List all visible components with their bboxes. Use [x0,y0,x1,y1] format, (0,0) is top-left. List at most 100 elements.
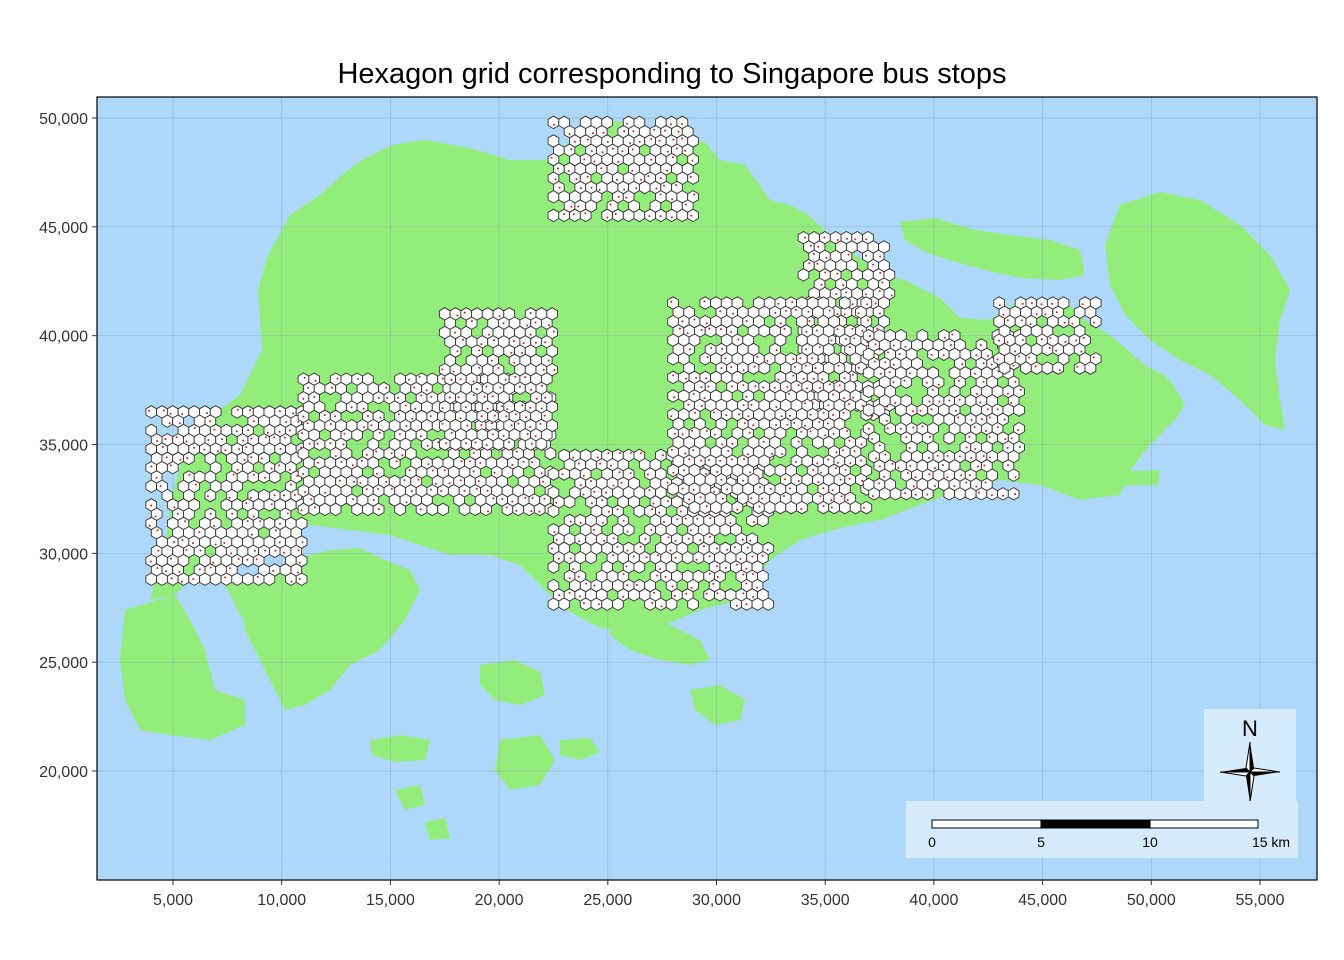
bus-stop-point [149,560,152,563]
bus-stop-point [908,447,911,449]
bus-stop-point [282,551,285,554]
bus-stop-point [974,448,977,450]
x-tick-label: 30,000 [692,892,741,909]
bus-stop-point [672,471,675,474]
bus-stop-point [898,353,901,356]
bus-stop-point [156,567,159,569]
bus-stop-point [282,494,285,497]
bus-stop-point [506,408,509,411]
bus-stop-point [296,571,299,574]
bus-stop-point [632,130,635,133]
bus-stop-point [957,379,960,382]
bus-stop-point [148,409,151,412]
bus-stop-point [705,322,708,325]
hex-cell [362,502,374,517]
bus-stop-point [157,549,160,552]
hex-cell [547,190,560,204]
bus-stop-point [253,549,256,552]
bus-stop-point [990,363,993,366]
bus-stop-point [835,467,837,470]
bus-stop-point [450,378,453,381]
hex-cell [1007,468,1020,482]
bus-stop-point [609,203,612,206]
bus-stop-point [568,577,571,580]
bus-stop-point [1006,392,1009,395]
bus-stop-point [431,469,434,472]
bus-stop-point [651,602,654,604]
hex-cell [601,597,613,611]
bus-stop-point [871,437,874,440]
bus-stop-point [553,369,556,372]
bus-stop-point [510,424,513,427]
bus-stop-point [822,411,825,414]
bus-stop-point [330,386,333,389]
bus-stop-point [472,394,475,397]
bus-stop-point [631,169,634,172]
bus-stop-point [807,310,810,313]
bus-stop-point [411,417,414,420]
bus-stop-point [619,452,622,455]
bus-stop-point [313,506,316,509]
bus-stop-point [656,554,659,557]
hex-cell [1013,403,1025,417]
bus-stop-point [505,415,508,418]
bus-stop-point [681,137,683,140]
bus-stop-point [477,480,480,483]
bus-stop-point [359,482,362,484]
bus-stop-point [1040,338,1043,341]
bus-stop-point [450,431,453,434]
hex-cell [601,208,613,223]
bus-stop-point [843,397,845,400]
hex-cell [145,405,158,419]
bus-stop-point [839,478,842,481]
bus-stop-point [809,244,812,247]
bus-stop-point [249,409,252,412]
hex-cell [579,208,592,223]
bus-stop-point [242,439,245,442]
bus-stop-point [832,432,835,435]
bus-stop-point [691,429,694,432]
bus-stop-point [283,436,286,439]
hex-cell [512,502,525,517]
bus-stop-point [235,430,238,433]
bus-stop-point [302,415,305,418]
bus-stop-point [569,557,572,560]
bus-stop-point [466,424,469,427]
bus-stop-point [777,378,780,381]
x-tick-label: 45,000 [1018,892,1067,909]
bus-stop-point [864,254,867,257]
hex-cell [558,208,571,223]
bus-stop-point [700,405,703,407]
bus-stop-point [1055,311,1058,314]
bus-stop-point [820,471,822,474]
bus-stop-point [673,594,676,597]
bus-stop-point [514,413,517,416]
bus-stop-point [816,262,819,265]
bus-stop-point [620,481,623,484]
bus-stop-point [695,376,698,379]
bus-stop-point [818,346,821,349]
bus-stop-point [552,330,555,333]
bus-stop-point [797,384,800,387]
bus-stop-point [715,565,718,568]
hex-cell [492,437,505,451]
bus-stop-point [622,595,625,598]
bus-stop-point [677,130,680,133]
bus-stop-point [614,213,617,215]
bus-stop-point [942,464,944,466]
hex-cell [166,572,179,586]
bus-stop-point [626,530,629,533]
hex-cell [849,500,862,515]
bus-stop-point [502,322,505,325]
bus-stop-point [266,431,269,434]
bus-stop-point [192,542,194,545]
bus-stop-point [459,479,462,482]
bus-stop-point [599,462,602,465]
bus-stop-point [1048,347,1051,349]
bus-stop-point [909,464,912,467]
bus-stop-point [830,499,833,502]
bus-stop-point [178,570,181,573]
bus-stop-point [904,492,907,495]
bus-stop-point [1014,493,1017,495]
bus-stop-point [272,569,275,572]
